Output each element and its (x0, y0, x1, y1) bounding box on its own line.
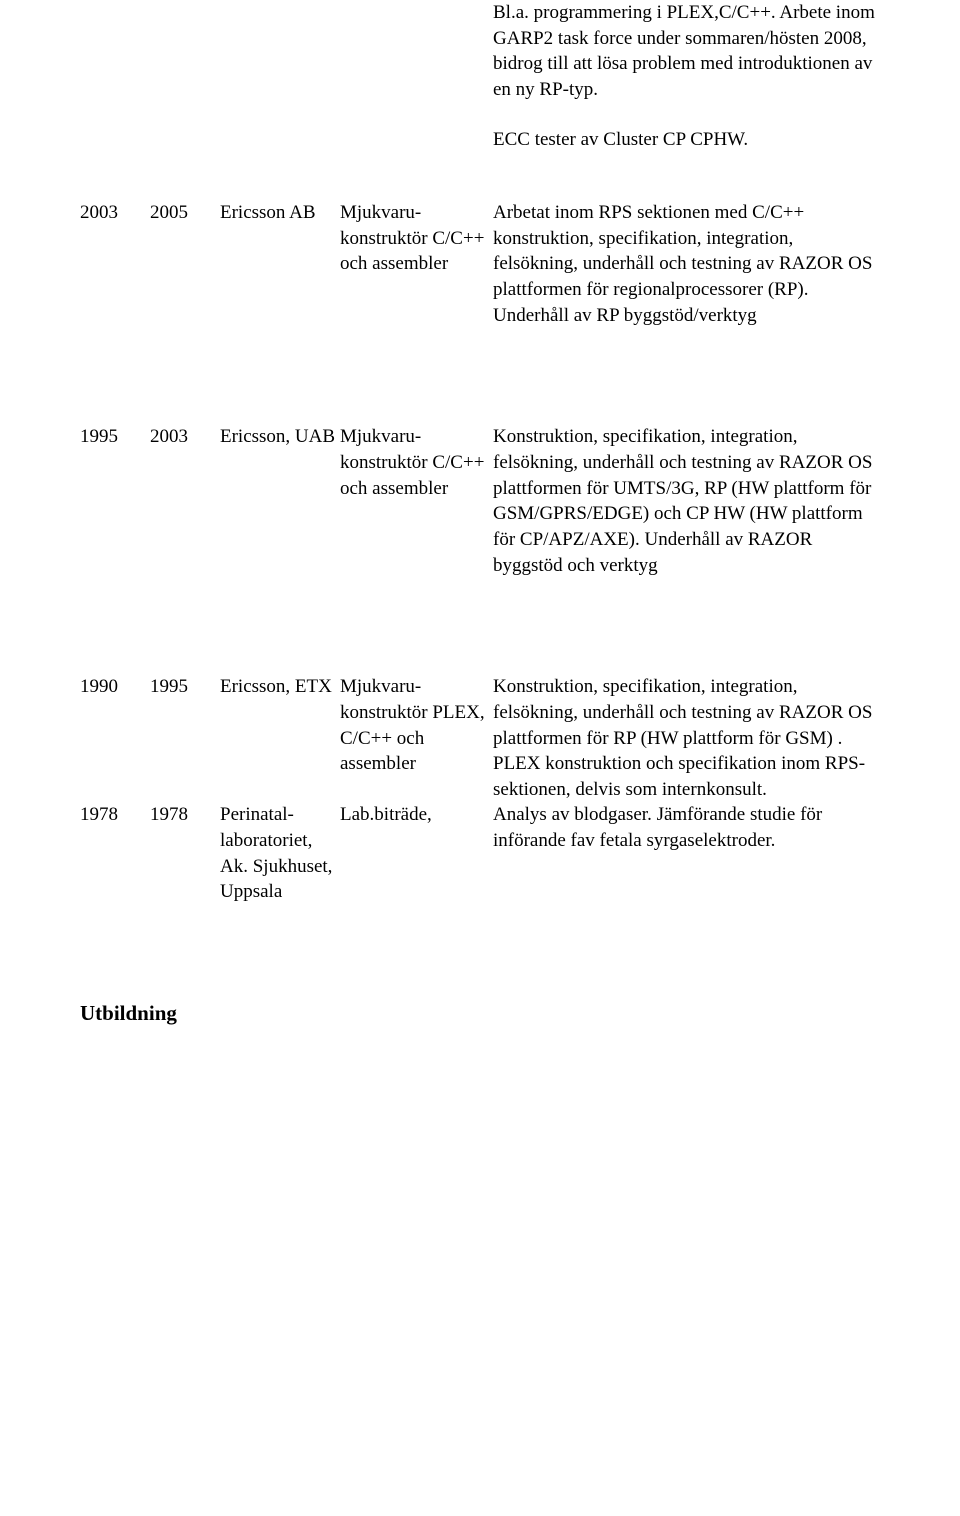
year-end: 2003 (150, 424, 220, 578)
top-paragraph-2: ECC tester av Cluster CP CPHW. (493, 127, 880, 153)
year-start: 1990 (80, 674, 150, 802)
company: Ericsson, ETX (220, 674, 340, 802)
document-page: Bl.a. programmering i PLEX,C/C++. Arbete… (0, 0, 960, 1066)
year-start: 2003 (80, 200, 150, 328)
role: Mjukvaru-konstruktör C/C++ och assembler (340, 200, 493, 328)
company: Perinatal-laboratoriet, Ak. Sjukhuset, U… (220, 802, 340, 905)
description: Arbetat inom RPS sektionen med C/C++ kon… (493, 200, 880, 328)
experience-row: 1990 1995 Ericsson, ETX Mjukvaru-konstru… (80, 674, 880, 802)
col-year1 (80, 0, 150, 152)
experience-row: 1995 2003 Ericsson, UAB Mjukvaru-konstru… (80, 424, 880, 578)
year-start: 1978 (80, 802, 150, 905)
description: Analys av blodgaser. Jämförande studie f… (493, 802, 880, 905)
col-role (340, 0, 493, 152)
company: Ericsson, UAB (220, 424, 340, 578)
experience-row: 2003 2005 Ericsson AB Mjukvaru-konstrukt… (80, 200, 880, 328)
role: Lab.biträde, (340, 802, 493, 905)
year-start: 1995 (80, 424, 150, 578)
year-end: 2005 (150, 200, 220, 328)
year-end: 1995 (150, 674, 220, 802)
col-company (220, 0, 340, 152)
top-row: Bl.a. programmering i PLEX,C/C++. Arbete… (80, 0, 880, 152)
experience-row: 1978 1978 Perinatal-laboratoriet, Ak. Sj… (80, 802, 880, 905)
year-end: 1978 (150, 802, 220, 905)
top-description: Bl.a. programmering i PLEX,C/C++. Arbete… (493, 0, 880, 152)
description: Konstruktion, specifikation, integration… (493, 674, 880, 802)
top-paragraph-1: Bl.a. programmering i PLEX,C/C++. Arbete… (493, 0, 880, 103)
role: Mjukvaru-konstruktör C/C++ och assembler (340, 424, 493, 578)
company: Ericsson AB (220, 200, 340, 328)
col-year2 (150, 0, 220, 152)
section-heading: Utbildning (80, 1001, 880, 1026)
description: Konstruktion, specifikation, integration… (493, 424, 880, 578)
role: Mjukvaru-konstruktör PLEX, C/C++ och ass… (340, 674, 493, 802)
